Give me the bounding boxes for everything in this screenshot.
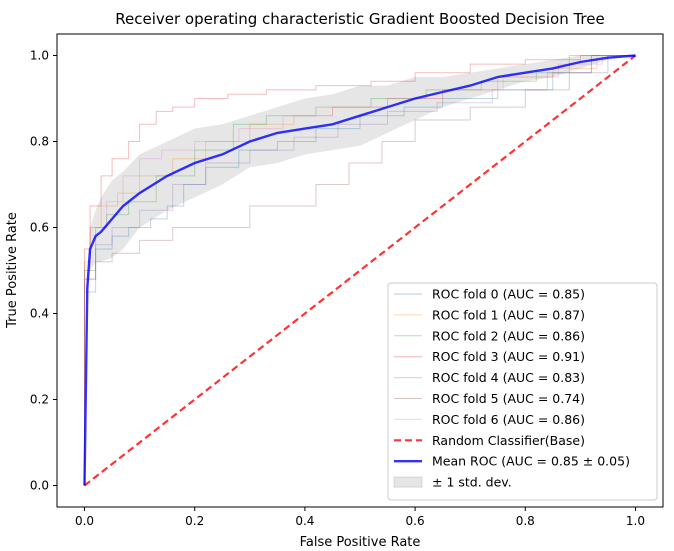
legend: ROC fold 0 (AUC = 0.85) ROC fold 1 (AUC =… [387,282,658,501]
roc-fold-4-line [84,55,636,486]
y-axis-ticks: 0.0 0.2 0.4 0.6 0.8 1.0 [30,49,57,493]
mean-roc-line [83,54,636,486]
legend-entry-label: ROC fold 2 (AUC = 0.86) [432,328,585,343]
legend-swatch [393,476,423,488]
chart-title: Receiver operating characteristic Gradie… [115,10,604,28]
x-axis-ticks: 0.0 0.2 0.4 0.6 0.8 1.0 [75,507,645,528]
plot-frame [56,33,664,508]
legend-entry-label: ROC fold 1 (AUC = 0.87) [432,307,585,322]
legend-entry-label: ROC fold 5 (AUC = 0.74) [432,391,585,406]
legend-entry-label: Random Classifier(Base) [432,433,585,448]
legend-entry-label: ROC fold 4 (AUC = 0.83) [432,370,585,385]
roc-fold-2-line [84,55,636,486]
y-tick-label: 0.2 [30,393,49,407]
roc-fold-0-line [84,55,636,486]
legend-entry-label: Mean ROC (AUC = 0.85 ± 0.05) [432,454,630,469]
std-dev-band [84,55,636,486]
y-tick-label: 0.6 [30,221,49,235]
x-tick-label: 0.8 [516,514,535,528]
roc-fold-5-line [84,55,636,486]
legend-entry-label: ± 1 std. dev. [432,475,512,490]
x-axis-label: False Positive Rate [300,535,421,550]
legend-entry-label: ROC fold 6 (AUC = 0.86) [432,412,585,427]
y-tick-label: 0.4 [30,307,49,321]
std-band-layer [84,55,636,486]
legend-entry-label: ROC fold 0 (AUC = 0.85) [432,287,585,302]
x-tick-label: 0.0 [75,514,94,528]
x-tick-label: 0.4 [295,514,314,528]
series-layer [83,54,637,487]
x-tick-label: 0.2 [185,514,204,528]
legend-box [387,282,658,501]
y-tick-label: 0.0 [30,479,49,493]
roc-fold-3-line [84,55,636,486]
legend-entry-label: ROC fold 3 (AUC = 0.91) [432,349,585,364]
x-tick-label: 0.6 [406,514,425,528]
y-axis-label: True Positive Rate [5,212,20,329]
y-tick-label: 1.0 [30,49,49,63]
x-tick-label: 1.0 [626,514,645,528]
random-classifier-line [83,54,637,487]
y-tick-label: 0.8 [30,135,49,149]
